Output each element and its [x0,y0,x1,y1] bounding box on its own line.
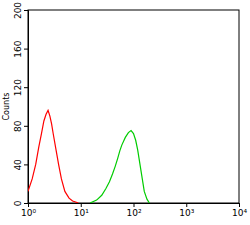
y-tick: 80 [13,120,28,132]
y-axis-line [24,11,29,204]
frame [28,10,239,203]
x-tick: 10³ [179,203,194,218]
y-tick-mark [24,126,28,127]
y-tick: 40 [13,159,28,171]
y-tick: 200 [13,2,28,19]
x-tick-mark [134,203,135,207]
y-tick-mark [24,203,28,204]
x-tick-mark [186,203,187,207]
plot: 10⁰ 10¹ 10² 10³ 10⁴ 0 40 80 120 160 200 [13,2,247,219]
y-tick-label: 80 [13,120,23,132]
x-tick: 10² [126,203,141,218]
y-tick-label: 40 [13,159,23,171]
y-tick-label: 120 [13,79,23,96]
x-axis: 10⁰ 10¹ 10² 10³ 10⁴ [21,203,247,218]
y-tick-label: 200 [13,2,23,19]
x-tick-mark [81,203,82,207]
y-tick-mark [24,87,28,88]
x-tick-label: 10² [126,208,141,218]
x-tick: 10¹ [74,203,89,218]
x-tick-label: 10⁰ [21,208,36,218]
x-tick-label: 10¹ [74,208,89,218]
x-tick-mark [239,203,240,207]
y-tick: 0 [13,200,28,206]
x-tick: 10⁴ [232,203,247,218]
y-tick-label: 0 [13,200,23,206]
x-axis-line [29,204,240,208]
y-tick-mark [24,49,28,50]
series-group [28,110,149,203]
y-axis: 0 40 80 120 160 200 [13,2,29,207]
x-tick-label: 10³ [179,208,194,218]
histogram-line [90,131,149,203]
chart: 10⁰ 10¹ 10² 10³ 10⁴ 0 40 80 120 160 200 Counts [0,0,250,225]
y-tick-mark [24,164,28,165]
x-tick-label: 10⁴ [232,208,247,218]
y-tick-label: 160 [13,40,23,57]
y-tick: 160 [13,40,28,57]
x-tick: 10⁰ [21,203,36,218]
y-tick-mark [24,10,28,11]
y-axis-title: Counts [2,93,11,121]
histogram-line [28,110,78,203]
y-tick: 120 [13,79,28,96]
